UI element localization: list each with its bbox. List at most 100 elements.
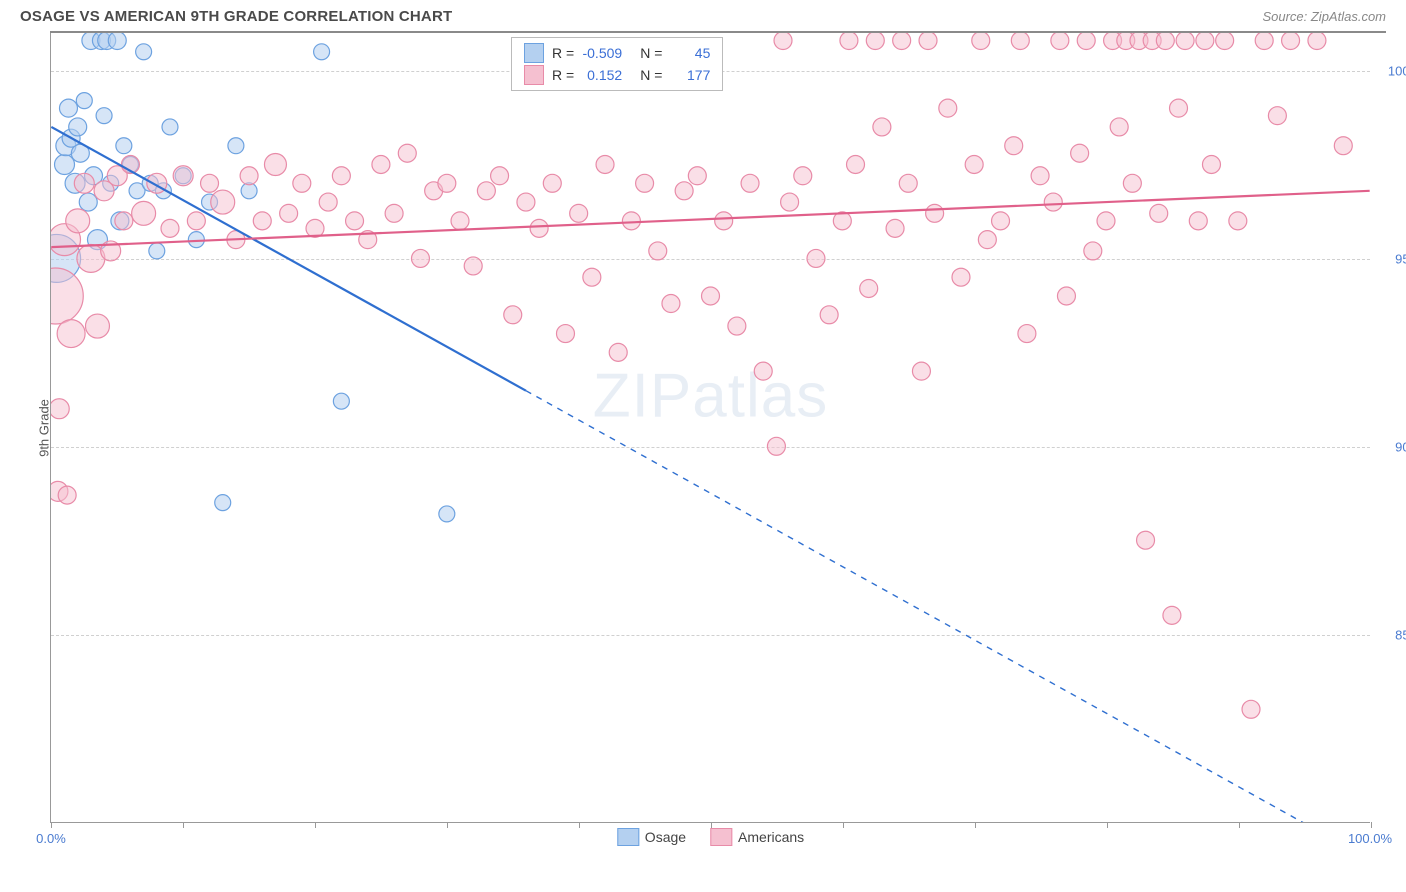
data-point bbox=[952, 268, 970, 286]
data-point bbox=[491, 167, 509, 185]
data-point bbox=[346, 212, 364, 230]
data-point bbox=[596, 156, 614, 174]
data-point bbox=[1255, 33, 1273, 50]
data-point bbox=[767, 437, 785, 455]
regression-line bbox=[51, 127, 526, 391]
data-point bbox=[332, 167, 350, 185]
data-point bbox=[1031, 167, 1049, 185]
data-point bbox=[754, 362, 772, 380]
data-point bbox=[622, 212, 640, 230]
data-point bbox=[1097, 212, 1115, 230]
data-point bbox=[1137, 531, 1155, 549]
data-point bbox=[1176, 33, 1194, 50]
data-point bbox=[609, 343, 627, 361]
data-point bbox=[1084, 242, 1102, 260]
x-tick bbox=[579, 822, 580, 828]
scatter-plot-svg bbox=[51, 33, 1370, 822]
data-point bbox=[728, 317, 746, 335]
data-point bbox=[1150, 204, 1168, 222]
data-point bbox=[57, 320, 85, 348]
data-point bbox=[1071, 144, 1089, 162]
data-point bbox=[173, 166, 193, 186]
data-point bbox=[385, 204, 403, 222]
data-point bbox=[280, 204, 298, 222]
data-point bbox=[926, 204, 944, 222]
data-point bbox=[919, 33, 937, 50]
legend-row-osage: R =-0.509 N =45 bbox=[524, 42, 710, 64]
y-tick-label: 90.0% bbox=[1395, 439, 1406, 454]
data-point bbox=[411, 249, 429, 267]
data-point bbox=[132, 201, 156, 225]
data-point bbox=[1011, 33, 1029, 50]
data-point bbox=[583, 268, 601, 286]
correlation-legend: R =-0.509 N =45 R =0.152 N =177 bbox=[511, 37, 723, 91]
data-point bbox=[847, 156, 865, 174]
data-point bbox=[162, 119, 178, 135]
data-point bbox=[992, 212, 1010, 230]
data-point bbox=[899, 174, 917, 192]
plot-area: 9th Grade 85.0%90.0%95.0%100.0% ZIPatlas… bbox=[50, 33, 1370, 823]
regression-line-extrapolated bbox=[526, 391, 1370, 822]
data-point bbox=[866, 33, 884, 50]
data-point bbox=[1282, 33, 1300, 50]
data-point bbox=[781, 193, 799, 211]
data-point bbox=[314, 44, 330, 60]
data-point bbox=[215, 495, 231, 511]
data-point bbox=[1057, 287, 1075, 305]
data-point bbox=[59, 99, 77, 117]
data-point bbox=[893, 33, 911, 50]
legend-item-osage: Osage bbox=[617, 828, 686, 846]
data-point bbox=[293, 174, 311, 192]
data-point bbox=[702, 287, 720, 305]
y-tick-label: 85.0% bbox=[1395, 627, 1406, 642]
data-point bbox=[972, 33, 990, 50]
data-point bbox=[69, 118, 87, 136]
data-point bbox=[556, 325, 574, 343]
data-point bbox=[1044, 193, 1062, 211]
data-point bbox=[570, 204, 588, 222]
data-point bbox=[79, 193, 97, 211]
data-point bbox=[1242, 700, 1260, 718]
data-point bbox=[1110, 118, 1128, 136]
data-point bbox=[1216, 33, 1234, 50]
y-tick-label: 100.0% bbox=[1388, 63, 1406, 78]
data-point bbox=[74, 173, 94, 193]
data-point bbox=[55, 155, 75, 175]
x-tick bbox=[975, 822, 976, 828]
x-axis-start-label: 0.0% bbox=[36, 831, 66, 846]
data-point bbox=[978, 231, 996, 249]
data-point bbox=[1077, 33, 1095, 50]
data-point bbox=[1123, 174, 1141, 192]
data-point bbox=[116, 138, 132, 154]
data-point bbox=[774, 33, 792, 50]
legend-swatch-icon bbox=[710, 828, 732, 846]
data-point bbox=[201, 174, 219, 192]
data-point bbox=[211, 190, 235, 214]
data-point bbox=[1018, 325, 1036, 343]
data-point bbox=[517, 193, 535, 211]
data-point bbox=[530, 219, 548, 237]
data-point bbox=[319, 193, 337, 211]
data-point bbox=[1229, 212, 1247, 230]
data-point bbox=[1189, 212, 1207, 230]
data-point bbox=[504, 306, 522, 324]
data-point bbox=[715, 212, 733, 230]
x-tick bbox=[1371, 822, 1372, 828]
source-attribution: Source: ZipAtlas.com bbox=[1262, 9, 1386, 24]
data-point bbox=[820, 306, 838, 324]
data-point bbox=[439, 506, 455, 522]
data-point bbox=[912, 362, 930, 380]
data-point bbox=[438, 174, 456, 192]
data-point bbox=[1202, 156, 1220, 174]
data-point bbox=[741, 174, 759, 192]
data-point bbox=[1170, 99, 1188, 117]
x-tick bbox=[1239, 822, 1240, 828]
data-point bbox=[543, 174, 561, 192]
data-point bbox=[96, 108, 112, 124]
series-legend: Osage Americans bbox=[617, 828, 804, 846]
data-point bbox=[636, 174, 654, 192]
data-point bbox=[264, 154, 286, 176]
data-point bbox=[662, 295, 680, 313]
data-point bbox=[161, 219, 179, 237]
legend-swatch-icon bbox=[617, 828, 639, 846]
